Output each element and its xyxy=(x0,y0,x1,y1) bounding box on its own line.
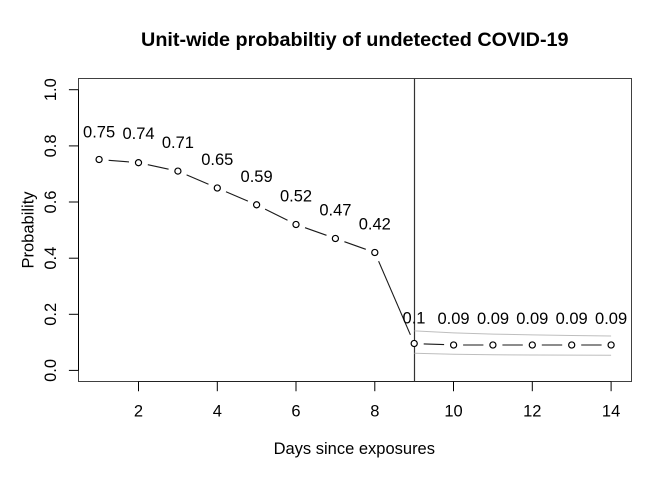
svg-text:0.74: 0.74 xyxy=(122,125,154,143)
svg-text:0.8: 0.8 xyxy=(42,134,60,157)
svg-text:0.71: 0.71 xyxy=(162,134,194,152)
svg-text:1.0: 1.0 xyxy=(42,78,60,101)
svg-text:0.4: 0.4 xyxy=(42,247,60,270)
svg-text:0.09: 0.09 xyxy=(516,310,548,328)
svg-text:0.6: 0.6 xyxy=(42,191,60,214)
svg-text:0.0: 0.0 xyxy=(42,359,60,382)
svg-text:0.09: 0.09 xyxy=(595,310,627,328)
svg-text:0.52: 0.52 xyxy=(280,188,312,206)
svg-text:2: 2 xyxy=(134,403,143,421)
svg-text:Probability: Probability xyxy=(20,191,38,269)
svg-text:4: 4 xyxy=(213,403,222,421)
svg-text:0.1: 0.1 xyxy=(403,310,426,328)
svg-text:0.75: 0.75 xyxy=(83,124,115,142)
svg-text:6: 6 xyxy=(291,403,300,421)
svg-text:12: 12 xyxy=(523,403,541,421)
svg-text:8: 8 xyxy=(370,403,379,421)
svg-text:Unit-wide probabiltiy of undet: Unit-wide probabiltiy of undetected COVI… xyxy=(141,29,569,51)
svg-text:0.09: 0.09 xyxy=(556,310,588,328)
svg-text:0.42: 0.42 xyxy=(359,216,391,234)
svg-text:10: 10 xyxy=(444,403,462,421)
svg-text:0.59: 0.59 xyxy=(241,168,273,186)
svg-text:0.09: 0.09 xyxy=(477,310,509,328)
svg-text:0.65: 0.65 xyxy=(201,151,233,169)
svg-text:0.47: 0.47 xyxy=(319,202,351,220)
svg-text:14: 14 xyxy=(602,403,620,421)
svg-text:0.09: 0.09 xyxy=(437,310,469,328)
svg-text:Days since exposures: Days since exposures xyxy=(274,440,435,458)
svg-text:0.2: 0.2 xyxy=(42,303,60,326)
